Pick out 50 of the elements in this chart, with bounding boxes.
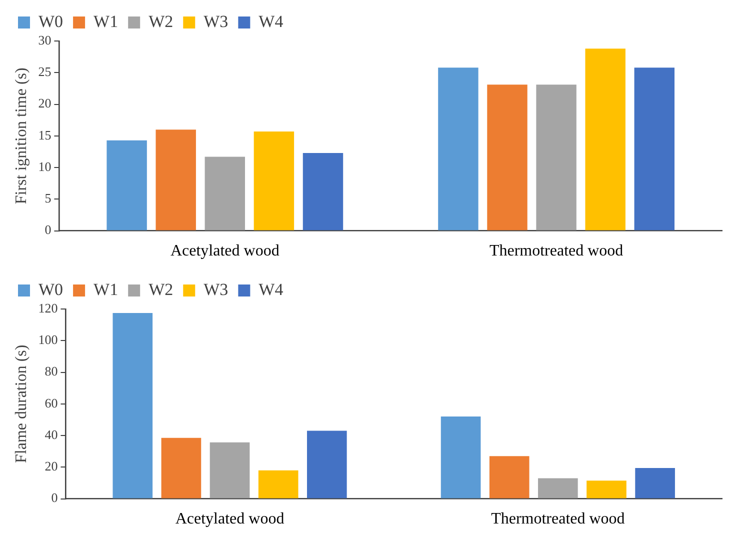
y-tick-label: 0 (51, 490, 58, 506)
bar (440, 416, 481, 498)
legend-label: W1 (94, 280, 118, 299)
y-tick-label: 30 (38, 32, 52, 48)
bar (586, 480, 626, 498)
bar (489, 456, 530, 498)
legend-label: W2 (148, 280, 174, 299)
legend-label: W2 (148, 12, 174, 31)
bar (112, 312, 153, 498)
bar (634, 68, 675, 230)
bar (204, 156, 246, 230)
x-tick-label: Acetylated wood (170, 242, 280, 260)
legend-label: W0 (38, 12, 64, 31)
bar (258, 470, 298, 498)
y-tick-label: 40 (44, 426, 58, 442)
y-tick-label: 120 (38, 300, 58, 316)
bar (585, 48, 626, 230)
y-tick-label: 60 (44, 395, 58, 410)
bar (536, 84, 576, 230)
bar (487, 84, 528, 230)
x-tick-label: Thermotreated wood (491, 510, 625, 528)
y-tick-label: 25 (38, 64, 52, 80)
x-tick-label: Acetylated wood (175, 510, 284, 528)
y-tick-label: 10 (38, 158, 52, 174)
bar (306, 430, 347, 498)
bar (254, 131, 294, 230)
bar (635, 468, 675, 498)
bar (302, 152, 344, 230)
y-tick-label: 0 (44, 222, 52, 238)
legend-label: W4 (258, 280, 284, 299)
y-tick-label: 5 (44, 190, 52, 206)
bar (438, 68, 478, 230)
legend-label: W0 (38, 280, 64, 299)
legend-label: W3 (204, 280, 228, 299)
bar (106, 140, 147, 230)
bar (161, 438, 202, 498)
legend-label: W3 (204, 12, 228, 31)
y-tick-label: 20 (44, 458, 58, 474)
bar (210, 442, 250, 498)
bar (156, 130, 196, 230)
y-tick-label: 20 (38, 96, 52, 111)
legend-label: W1 (94, 12, 118, 31)
y-tick-label: 80 (44, 364, 58, 379)
y-tick-label: 15 (38, 127, 52, 142)
y-axis-title: First ignition time (s) (12, 68, 30, 204)
y-axis-title: Flame duration (s) (12, 344, 30, 463)
bar (538, 478, 578, 498)
legend-label: W4 (258, 12, 284, 31)
y-tick-label: 100 (38, 332, 58, 348)
x-tick-label: Thermotreated wood (489, 242, 624, 260)
